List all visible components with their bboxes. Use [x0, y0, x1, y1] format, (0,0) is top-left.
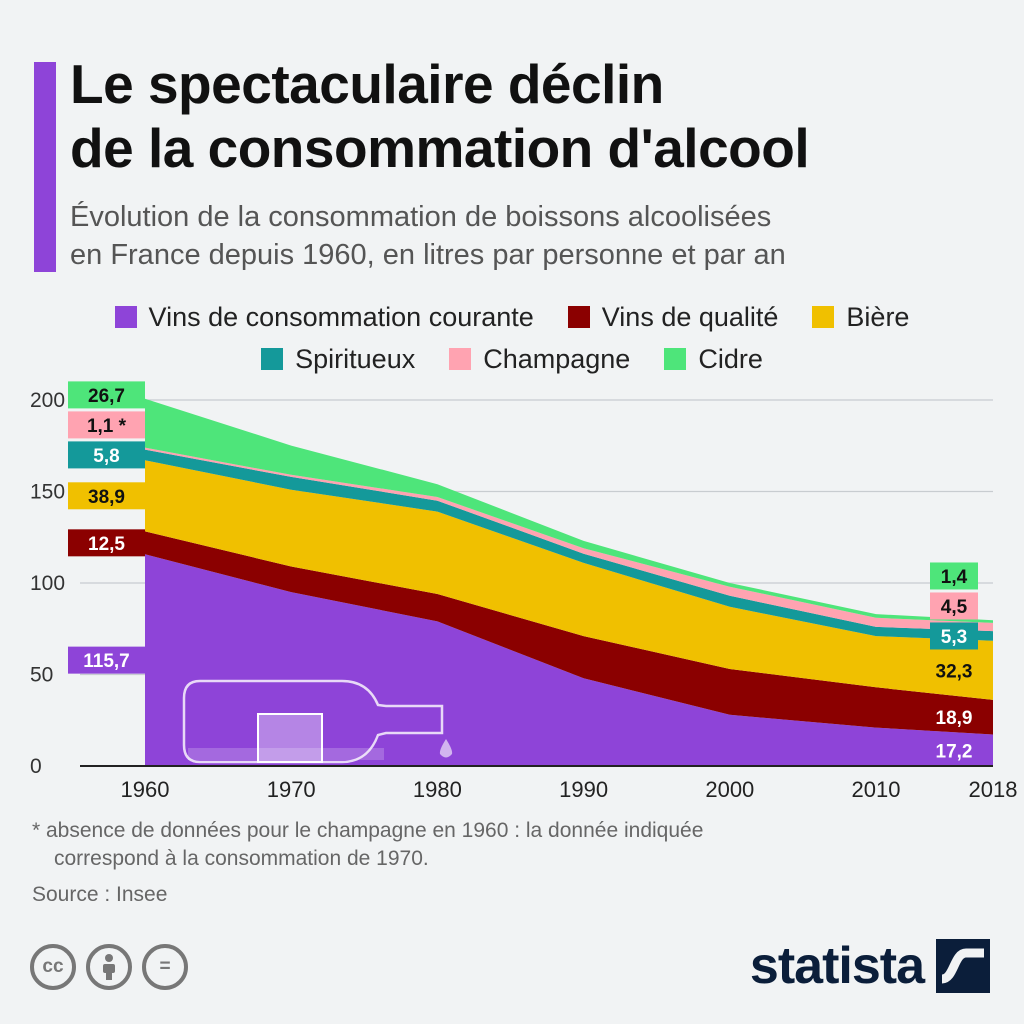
bottle-outline	[182, 679, 444, 764]
legend-label: Vins de qualité	[601, 301, 779, 332]
legend-row-1: Vins de consommation courante Vins de qu…	[0, 296, 1024, 338]
value-label-box-end	[930, 656, 978, 684]
value-label-end: 5,3	[941, 627, 967, 648]
legend-item-vins-qualite: Vins de qualité	[567, 301, 779, 333]
value-label-box-end	[930, 592, 978, 620]
cc-icon-label: cc	[42, 956, 64, 977]
value-label-end: 17,2	[936, 741, 973, 762]
attribution-person-icon[interactable]	[86, 944, 132, 990]
value-label-box-start	[68, 441, 145, 469]
person-icon	[103, 954, 115, 980]
bottle-liquid	[188, 748, 384, 760]
value-label-box-start	[68, 411, 145, 439]
legend-row-2: Spiritueux Champagne Cidre	[0, 338, 1024, 380]
value-label-box-start	[68, 482, 145, 510]
legend-item-champagne: Champagne	[449, 344, 630, 375]
value-label-box-end	[930, 562, 978, 590]
value-label-box-start	[68, 381, 145, 409]
page-title: Le spectaculaire déclin de la consommati…	[70, 52, 810, 180]
stacked-area-chart: 0 50 100 150 200 1960 1970 1980 1990 2000 2010 2018…	[30, 381, 1018, 802]
footnote-line-1: * absence de données pour le champagne e…	[32, 819, 704, 842]
value-label-start: 26,7	[88, 386, 125, 407]
area-series-0	[145, 554, 993, 766]
x-tick-label: 1990	[559, 777, 608, 802]
subtitle-line-1: Évolution de la consommation de boissons…	[70, 201, 772, 233]
creative-commons-icon[interactable]: cc	[30, 944, 76, 990]
legend-swatch	[664, 348, 687, 370]
value-label-box-end	[930, 736, 978, 764]
value-label-end: 18,9	[936, 708, 973, 729]
y-tick-label: 50	[30, 664, 53, 687]
value-label-box-end	[930, 703, 978, 731]
title-line-2: de la consommation d'alcool	[70, 117, 810, 179]
legend-label: Spiritueux	[295, 343, 416, 374]
value-label-box-end	[930, 622, 978, 650]
equals-icon-label: =	[159, 956, 171, 977]
subtitle-line-2: en France depuis 1960, en litres par per…	[70, 239, 786, 271]
value-label-start: 1,1 *	[87, 416, 127, 437]
statista-logo[interactable]: statista	[750, 936, 990, 996]
legend-swatch	[567, 306, 590, 328]
value-label-box-start	[68, 646, 145, 674]
value-label-end: 1,4	[941, 567, 968, 588]
x-tick-label: 1970	[267, 777, 316, 802]
x-tick-label: 2000	[705, 777, 754, 802]
subtitle: Évolution de la consommation de boissons…	[70, 198, 786, 274]
area-series-2	[145, 460, 993, 700]
x-tick-label: 1960	[121, 777, 170, 802]
value-label-start: 12,5	[88, 534, 125, 555]
legend-label: Cidre	[698, 343, 763, 374]
bottle-label	[257, 713, 323, 763]
footnote: * absence de données pour le champagne e…	[32, 817, 703, 873]
legend-swatch	[449, 348, 472, 370]
license-icons: cc =	[30, 944, 188, 990]
bottle-decoration	[182, 679, 453, 764]
y-tick-label: 100	[30, 572, 65, 595]
legend: Vins de consommation courante Vins de qu…	[0, 296, 1024, 380]
y-tick-label: 200	[30, 389, 65, 412]
value-label-start: 5,8	[93, 446, 119, 467]
source: Source : Insee	[32, 883, 168, 906]
value-label-start: 38,9	[88, 487, 125, 508]
legend-swatch	[261, 348, 284, 370]
legend-label: Bière	[846, 301, 910, 332]
value-label-start: 115,7	[83, 651, 130, 672]
legend-item-biere: Bière	[812, 302, 909, 333]
wine-drop	[439, 739, 453, 758]
legend-item-spiritueux: Spiritueux	[261, 344, 415, 375]
legend-item-vins-courants: Vins de consommation courante	[114, 301, 534, 333]
y-tick-label: 0	[30, 755, 42, 778]
area-series-1	[145, 531, 993, 735]
no-derivatives-icon[interactable]: =	[142, 944, 188, 990]
legend-swatch	[812, 306, 835, 328]
footnote-line-2: correspond à la consommation de 1970.	[54, 847, 429, 870]
brand-wordmark: statista	[749, 937, 925, 995]
x-tick-label: 2010	[852, 777, 901, 802]
legend-label: Vins de consommation courante	[148, 301, 534, 332]
value-label-end: 4,5	[941, 597, 968, 618]
x-tick-label: 1980	[413, 777, 462, 802]
title-accent-bar	[34, 62, 56, 272]
legend-swatch	[114, 306, 137, 328]
title-line-1: Le spectaculaire déclin	[70, 53, 664, 115]
x-tick-label: 2018	[969, 777, 1018, 802]
legend-item-cidre: Cidre	[664, 344, 763, 375]
legend-label: Champagne	[483, 343, 631, 374]
value-label-box-start	[68, 529, 145, 557]
area-series-3	[145, 449, 993, 641]
y-tick-label: 150	[30, 481, 65, 504]
value-label-end: 32,3	[936, 661, 973, 682]
statista-logo-icon	[936, 939, 990, 993]
